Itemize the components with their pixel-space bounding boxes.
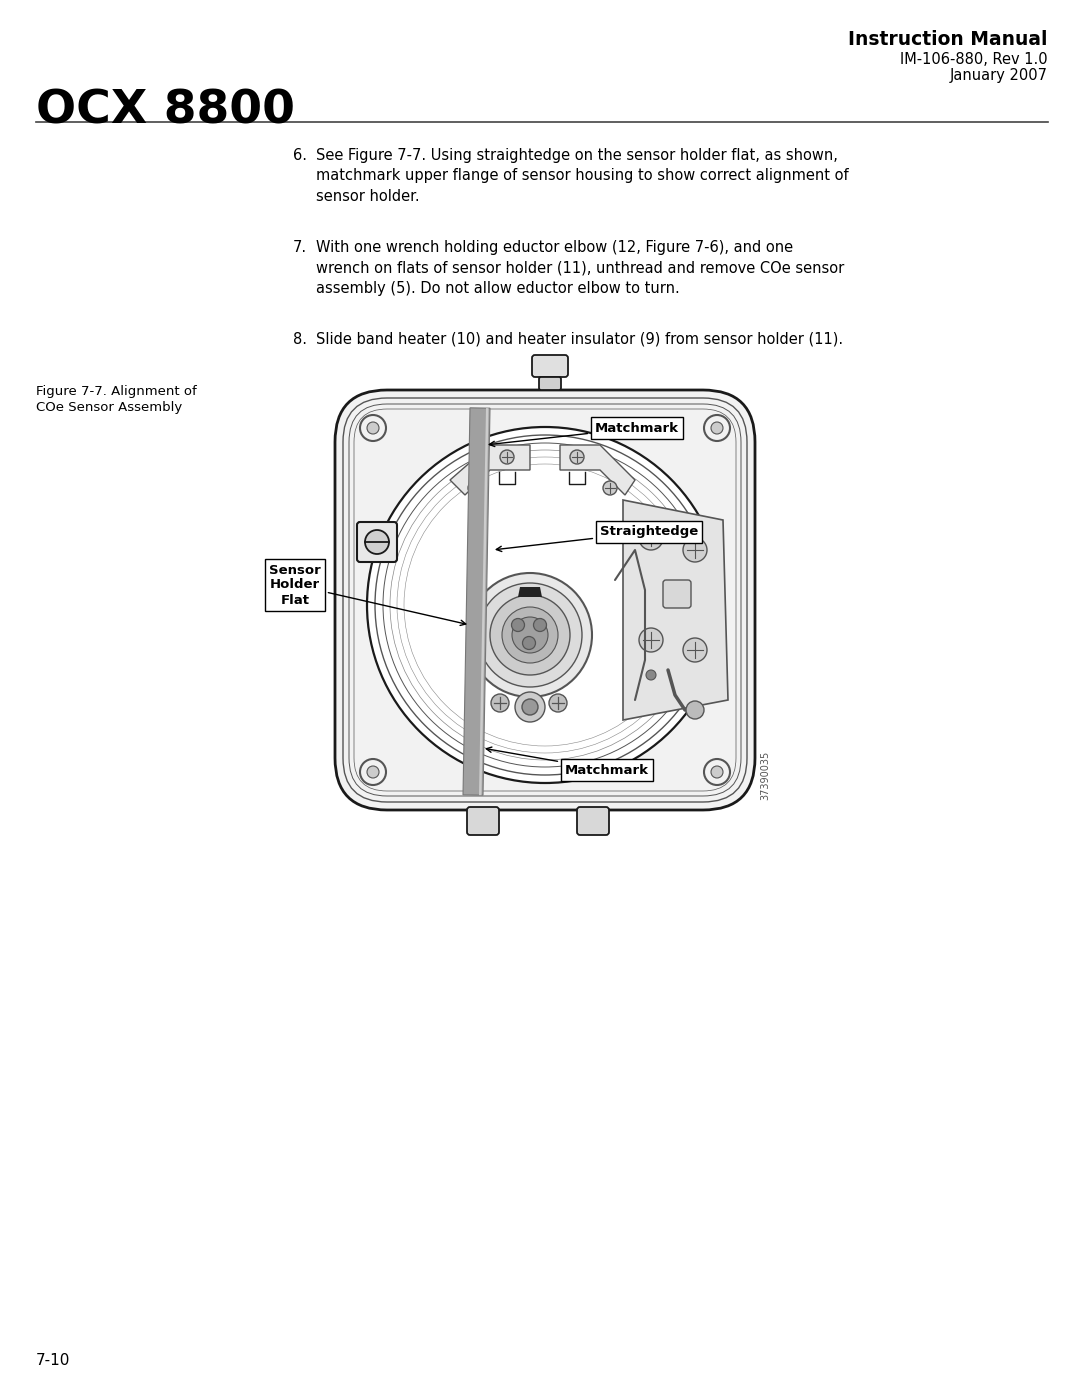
Text: OCX 8800: OCX 8800 (36, 88, 295, 133)
Circle shape (512, 617, 548, 652)
Circle shape (686, 701, 704, 719)
Circle shape (683, 638, 707, 662)
Polygon shape (480, 408, 488, 795)
Circle shape (478, 583, 582, 687)
FancyBboxPatch shape (532, 355, 568, 377)
Text: COe Sensor Assembly: COe Sensor Assembly (36, 401, 183, 414)
Circle shape (367, 766, 379, 778)
Text: Straightedge: Straightedge (497, 525, 699, 552)
Circle shape (500, 450, 514, 464)
Circle shape (549, 694, 567, 712)
Circle shape (639, 527, 663, 550)
Polygon shape (518, 587, 542, 597)
FancyBboxPatch shape (467, 807, 499, 835)
FancyBboxPatch shape (577, 807, 609, 835)
Circle shape (522, 698, 538, 715)
Circle shape (711, 422, 723, 434)
Text: Matchmark: Matchmark (486, 747, 649, 777)
Circle shape (367, 422, 379, 434)
Circle shape (683, 538, 707, 562)
Circle shape (603, 481, 617, 495)
Text: Sensor
Holder
Flat: Sensor Holder Flat (269, 563, 465, 626)
Circle shape (639, 629, 663, 652)
Circle shape (367, 427, 723, 782)
FancyBboxPatch shape (539, 377, 561, 390)
Text: IM-106-880, Rev 1.0: IM-106-880, Rev 1.0 (901, 52, 1048, 67)
Circle shape (512, 619, 525, 631)
Circle shape (502, 608, 558, 664)
Polygon shape (623, 500, 728, 719)
Circle shape (468, 573, 592, 697)
Polygon shape (463, 408, 490, 795)
Text: Slide band heater (10) and heater insulator (9) from sensor holder (11).: Slide band heater (10) and heater insula… (316, 332, 843, 346)
Text: 7.: 7. (293, 240, 307, 256)
Text: Figure 7-7. Alignment of: Figure 7-7. Alignment of (36, 386, 197, 398)
Text: Matchmark: Matchmark (489, 422, 679, 447)
Text: 7-10: 7-10 (36, 1354, 70, 1368)
Text: 8.: 8. (293, 332, 307, 346)
Text: With one wrench holding eductor elbow (12, Figure 7-6), and one
wrench on flats : With one wrench holding eductor elbow (1… (316, 240, 845, 296)
FancyBboxPatch shape (335, 390, 755, 810)
Circle shape (646, 671, 656, 680)
Circle shape (490, 595, 570, 675)
Circle shape (515, 692, 545, 722)
Circle shape (365, 529, 389, 555)
FancyBboxPatch shape (357, 522, 397, 562)
Circle shape (468, 481, 482, 495)
Text: 37390035: 37390035 (760, 750, 770, 800)
FancyBboxPatch shape (663, 580, 691, 608)
Circle shape (491, 694, 509, 712)
Text: See Figure 7-7. Using straightedge on the sensor holder flat, as shown,
matchmar: See Figure 7-7. Using straightedge on th… (316, 148, 849, 204)
Text: 6.: 6. (293, 148, 307, 163)
Circle shape (570, 450, 584, 464)
Polygon shape (450, 446, 530, 495)
Circle shape (523, 637, 536, 650)
Text: Instruction Manual: Instruction Manual (849, 29, 1048, 49)
Circle shape (534, 619, 546, 631)
Circle shape (711, 766, 723, 778)
Text: January 2007: January 2007 (950, 68, 1048, 82)
Polygon shape (561, 446, 635, 495)
